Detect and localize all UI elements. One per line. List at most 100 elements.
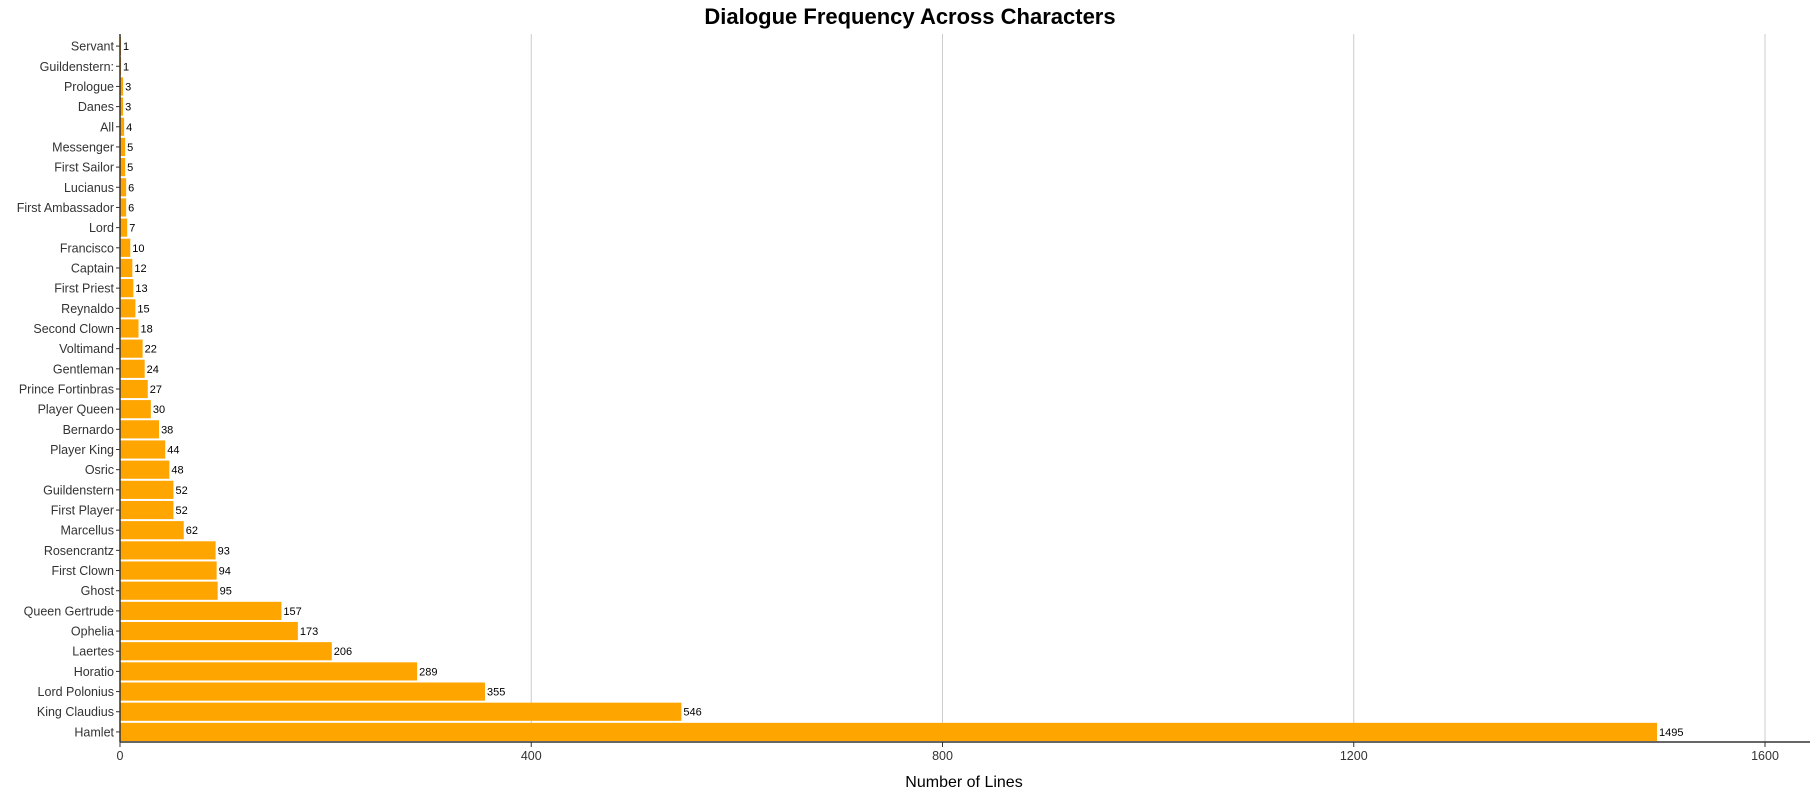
bar (120, 158, 126, 177)
category-label: Messenger (52, 140, 114, 154)
x-tick-label: 1200 (1340, 749, 1368, 763)
data-label: 1495 (1659, 727, 1683, 739)
category-label: Servant (71, 40, 115, 54)
data-label: 10 (132, 243, 144, 255)
category-label: Bernardo (63, 423, 114, 437)
category-label: Gentleman (53, 362, 114, 376)
data-label: 3 (125, 102, 131, 114)
category-label: First Priest (54, 282, 114, 296)
bar (120, 541, 216, 560)
data-label: 95 (220, 586, 232, 598)
category-label: Laertes (72, 645, 114, 659)
category-label: Second Clown (33, 322, 114, 336)
category-label: Marcellus (61, 524, 115, 538)
bar (120, 702, 682, 721)
data-label: 52 (175, 505, 187, 517)
data-label: 289 (419, 666, 437, 678)
bar (120, 359, 145, 378)
bar (120, 581, 218, 600)
data-label: 22 (145, 344, 157, 356)
category-label: Francisco (60, 241, 114, 255)
bar (120, 642, 332, 661)
bar (120, 258, 133, 278)
data-label: 5 (127, 142, 133, 154)
bar (120, 682, 485, 701)
x-tick-label: 400 (521, 749, 542, 763)
data-label: 24 (147, 364, 159, 376)
data-label: 157 (283, 606, 301, 618)
category-label: Captain (71, 261, 114, 275)
bar (120, 238, 131, 257)
x-tick-label: 1600 (1751, 749, 1779, 763)
category-label: Osric (85, 463, 114, 477)
data-label: 6 (128, 202, 134, 214)
bar (120, 561, 217, 580)
bar (120, 601, 282, 620)
bar (120, 117, 125, 136)
data-label: 30 (153, 404, 165, 416)
data-label: 93 (218, 545, 230, 557)
labels: 0 400 800 1200 1600 Servant 1 Guildenstern: 1 Pro… (17, 40, 1779, 763)
category-label: First Player (51, 504, 114, 518)
bar (120, 460, 170, 479)
bar (120, 480, 174, 499)
category-label: Player Queen (38, 403, 114, 417)
data-label: 7 (129, 223, 135, 235)
category-label: Reynaldo (61, 302, 114, 316)
category-label: Queen Gertrude (24, 604, 114, 618)
category-label: Hamlet (74, 725, 114, 739)
data-label: 3 (125, 81, 131, 93)
data-label: 48 (171, 465, 183, 477)
bar (120, 379, 148, 399)
category-label: Prologue (64, 80, 114, 94)
data-label: 44 (167, 445, 179, 457)
data-label: 1 (123, 61, 129, 73)
data-label: 206 (334, 646, 352, 658)
data-label: 6 (128, 182, 134, 194)
bar (120, 440, 166, 459)
bar (120, 97, 124, 116)
bar (120, 137, 126, 157)
category-label: All (100, 120, 114, 134)
category-label: Horatio (74, 665, 114, 679)
category-label: Lord (89, 221, 114, 235)
data-label: 546 (683, 707, 701, 719)
data-label: 4 (126, 122, 132, 134)
category-label: Lord Polonius (38, 685, 114, 699)
x-tick-label: 800 (932, 749, 953, 763)
data-label: 5 (127, 162, 133, 174)
data-label: 27 (150, 384, 162, 396)
bar (120, 521, 184, 540)
category-label: Lucianus (64, 181, 114, 195)
data-label: 94 (219, 566, 231, 578)
axes (116, 34, 1810, 747)
bar (120, 319, 139, 338)
data-label: 52 (175, 485, 187, 497)
bar (120, 299, 136, 318)
data-label: 18 (141, 323, 153, 335)
bar (120, 218, 128, 237)
bar (120, 279, 134, 298)
category-label: First Clown (51, 564, 114, 578)
category-label: Guildenstern: (40, 60, 114, 74)
category-label: Danes (78, 100, 114, 114)
category-label: Ophelia (71, 625, 114, 639)
data-label: 13 (135, 283, 147, 295)
bar (120, 77, 124, 96)
data-label: 173 (300, 626, 318, 638)
data-label: 1 (123, 41, 129, 53)
data-label: 355 (487, 687, 505, 699)
bar (120, 339, 143, 358)
bar (120, 621, 298, 641)
category-label: Player King (50, 443, 114, 457)
bar (120, 400, 151, 419)
chart-title: Dialogue Frequency Across Characters (704, 4, 1116, 29)
data-label: 38 (161, 424, 173, 436)
category-label: Rosencrantz (44, 544, 114, 558)
data-label: 12 (134, 263, 146, 275)
grid-lines (530, 34, 1766, 742)
category-label: Prince Fortinbras (19, 383, 114, 397)
x-tick-label: 0 (117, 749, 124, 763)
